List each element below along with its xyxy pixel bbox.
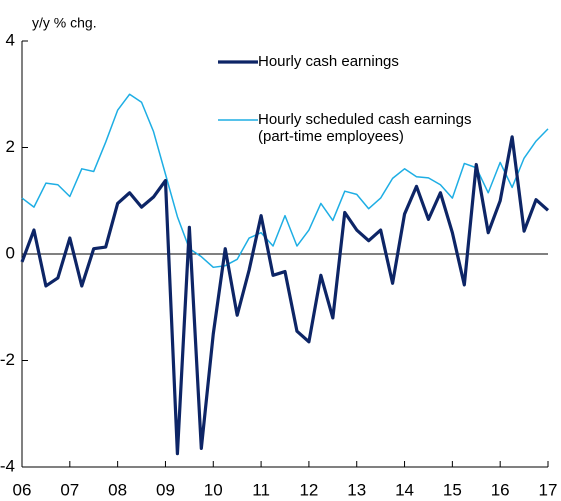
x-tick-label: 08 [108,480,127,499]
series-line [21,93,549,269]
x-tick-label: 11 [252,480,270,499]
y-tick-label: -2 [0,350,15,369]
x-tick-label: 15 [443,480,462,499]
x-tick-label: 10 [204,480,223,499]
y-tick-label: 0 [6,243,15,262]
x-tick-label: 17 [539,480,558,499]
x-tick-label: 07 [60,480,79,499]
x-tick-label: 13 [347,480,366,499]
series-line [20,135,550,456]
legend-label: Hourly cash earnings [258,53,399,70]
x-tick-label: 06 [13,480,32,499]
y-tick-label: 2 [6,137,15,156]
x-tick-label: 16 [491,480,510,499]
x-tick-label: 09 [156,480,175,499]
y-tick-label: 4 [6,30,15,49]
y-tick-label: -4 [0,456,15,475]
y-axis-label: y/y % chg. [32,15,97,31]
x-tick-label: 14 [395,480,414,499]
legend-label: Hourly scheduled cash earnings (part-tim… [258,111,472,145]
x-tick-label: 12 [299,480,318,499]
